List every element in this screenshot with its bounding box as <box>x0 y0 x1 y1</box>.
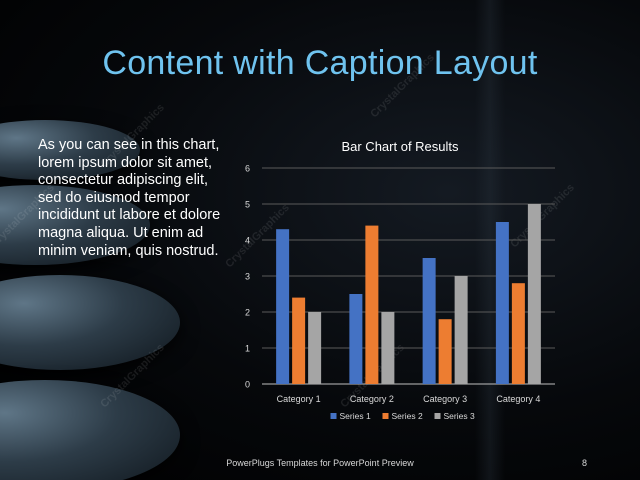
page-number: 8 <box>582 458 588 468</box>
y-tick-label: 0 <box>245 380 250 390</box>
legend-swatch <box>434 413 441 419</box>
y-tick-label: 1 <box>245 344 250 354</box>
legend-label: Series 3 <box>444 411 475 421</box>
y-tick-label: 5 <box>245 200 250 210</box>
bar <box>438 319 452 384</box>
bar <box>365 225 379 384</box>
x-tick-label: Category 4 <box>496 394 540 404</box>
legend-swatch <box>382 413 389 419</box>
y-tick-label: 6 <box>245 164 250 174</box>
bar <box>495 222 509 384</box>
caption-text: As you can see in this chart, lorem ipsu… <box>38 137 221 259</box>
x-tick-label: Category 3 <box>423 394 467 404</box>
legend-swatch <box>330 413 337 419</box>
stones-background-image <box>0 90 200 480</box>
bar <box>276 229 290 384</box>
y-tick-label: 2 <box>245 308 250 318</box>
bar <box>511 283 525 384</box>
legend-label: Series 2 <box>392 411 423 421</box>
bar <box>308 312 322 384</box>
chart-title: Bar Chart of Results <box>341 139 459 154</box>
bar <box>454 276 468 384</box>
chart-canvas: 0 1 2 3 4 5 6 Category 1 Category 2 Category 3 Cat… <box>245 164 555 421</box>
bar <box>381 312 395 384</box>
y-tick-label: 4 <box>245 236 250 246</box>
y-tick-label: 3 <box>245 272 250 282</box>
bar <box>422 258 436 384</box>
footer-text: PowerPlugs Templates for PowerPoint Prev… <box>226 458 414 468</box>
x-tick-label: Category 2 <box>350 394 394 404</box>
slide-title: Content with Caption Layout <box>102 44 538 82</box>
bar <box>292 297 306 384</box>
legend-label: Series 1 <box>340 411 371 421</box>
bar <box>349 294 363 384</box>
bar-chart: Bar Chart of Results 0 1 2 3 4 5 6 Category 1 Ca… <box>235 135 565 435</box>
x-tick-label: Category 1 <box>277 394 321 404</box>
bar <box>527 204 541 384</box>
